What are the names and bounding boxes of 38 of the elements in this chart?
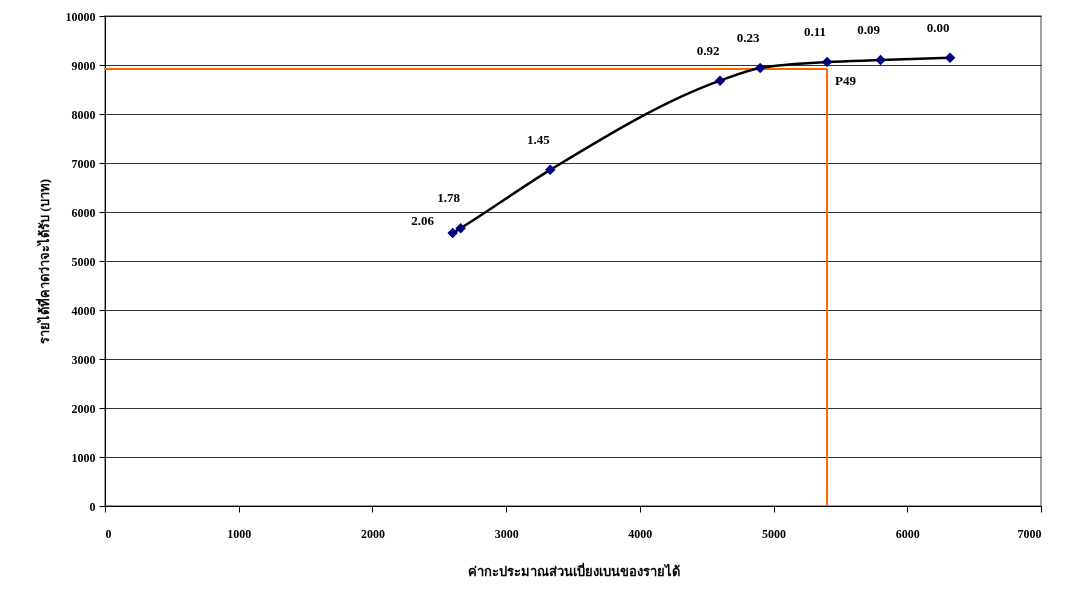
annotation: 1.45 xyxy=(526,131,551,147)
point xyxy=(821,56,833,68)
y-tick-label: 5000 xyxy=(71,254,96,269)
x-tick-label: 4000 xyxy=(628,526,653,541)
x-tick-label: 7000 xyxy=(1017,526,1042,541)
x-tick-label: 2000 xyxy=(360,526,385,541)
point xyxy=(754,62,766,74)
annotation: 0.11 xyxy=(804,24,827,40)
y-tick-label: 8000 xyxy=(71,107,96,122)
y-tick-label: 2000 xyxy=(71,401,96,416)
point xyxy=(447,227,458,239)
x-tick-label: 5000 xyxy=(762,526,787,541)
x-axis-title: ค่ากะประมาณส่วนเบี่ยงเบนของรายได้ xyxy=(467,561,680,579)
y-tick-label: 1000 xyxy=(71,450,96,465)
point xyxy=(714,75,726,86)
y-axis-title: รายได้ที่คาดว่าจะได้รับ (บาท) xyxy=(34,179,52,344)
annotation: 1.78 xyxy=(437,190,461,206)
annotation: 0.23 xyxy=(736,29,761,45)
annotation: 0.92 xyxy=(696,42,720,58)
annotation: P49 xyxy=(835,72,857,88)
y-tick-label: 4000 xyxy=(71,303,96,318)
annotation: 2.06 xyxy=(411,213,435,229)
y-tick-label: 0 xyxy=(89,499,96,514)
y-tick-label: 10000 xyxy=(65,9,96,24)
point xyxy=(875,54,886,66)
point xyxy=(944,52,956,63)
x-tick-label: 0 xyxy=(105,526,112,541)
point xyxy=(545,164,556,176)
annotation: 0.00 xyxy=(926,19,950,35)
x-tick-label: 3000 xyxy=(494,526,519,541)
x-tick-label: 1000 xyxy=(227,526,252,541)
point xyxy=(455,222,466,234)
y-tick-label: 3000 xyxy=(71,352,96,367)
x-tick-label: 6000 xyxy=(895,526,920,541)
annotation: 0.09 xyxy=(857,22,881,38)
y-tick-label: 9000 xyxy=(71,58,96,73)
y-tick-label: 6000 xyxy=(71,205,96,220)
y-tick-label: 7000 xyxy=(71,156,96,171)
